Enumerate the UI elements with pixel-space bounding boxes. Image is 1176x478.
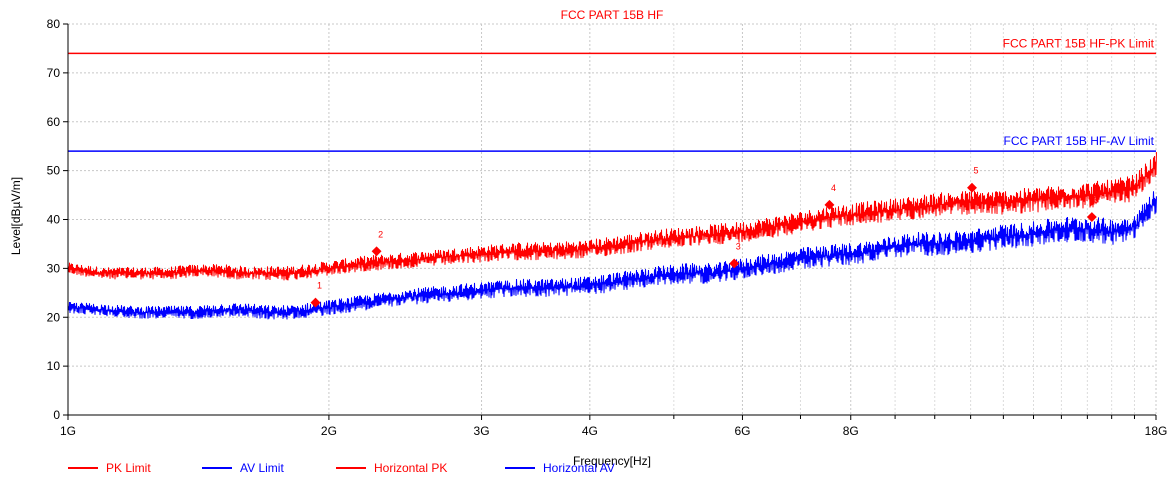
peak-marker-label: 5 [973, 166, 978, 176]
x-tick-label: 4G [582, 424, 598, 438]
peak-marker [729, 258, 740, 269]
peak-marker [371, 246, 382, 257]
series-line [67, 152, 1157, 281]
peak-marker [824, 199, 835, 210]
x-tick-label: 6G [734, 424, 750, 438]
peak-marker-label: 1 [317, 281, 322, 291]
x-tick-label: 2G [321, 424, 337, 438]
peak-marker [967, 182, 977, 193]
x-axis-title: Frequency[Hz] [573, 454, 651, 468]
peak-marker [1086, 212, 1097, 223]
y-tick-label: 50 [47, 164, 61, 178]
limit-label: FCC PART 15B HF-PK Limit [1003, 36, 1155, 50]
x-tick-label: 8G [843, 424, 859, 438]
axes: 0 10 20 30 40 50 60 70 80 1G 2G 3G 4G 6G 8G 18G [47, 17, 1168, 438]
y-axis-title: Level[dBµV/m] [9, 177, 23, 255]
y-tick-label: 40 [47, 213, 61, 227]
x-tick-label: 18G [1145, 424, 1168, 438]
peak-marker-label: 4 [831, 183, 836, 193]
x-tick-label: 1G [60, 424, 76, 438]
legend-label: PK Limit [106, 461, 151, 475]
y-tick-label: 70 [47, 66, 61, 80]
peak-marker-label: 3 [736, 241, 741, 251]
legend-label: Horizontal AV [543, 461, 615, 475]
y-tick-label: 10 [47, 359, 61, 373]
limit-lines: FCC PART 15B HF-PK Limit FCC PART 15B HF-… [68, 36, 1156, 152]
y-tick-label: 30 [47, 261, 61, 275]
x-tick-label: 3G [474, 424, 490, 438]
data-series [67, 152, 1157, 320]
y-tick-label: 20 [47, 310, 61, 324]
y-tick-label: 0 [53, 408, 60, 422]
legend: PK Limit AV Limit Horizontal PK Horizontal … [68, 461, 615, 475]
legend-label: Horizontal PK [374, 461, 447, 475]
grid [67, 23, 1157, 416]
peak-marker-label: 2 [378, 229, 383, 239]
peak-marker-label: 6 [1093, 195, 1098, 205]
peak-marker [310, 297, 321, 308]
series-line [67, 191, 1157, 320]
legend-label: AV Limit [240, 461, 284, 475]
peak-markers: 1 2 3 4 5 6 [310, 166, 1098, 308]
y-tick-label: 60 [47, 115, 61, 129]
chart-title: FCC PART 15B HF [561, 8, 664, 22]
y-tick-label: 80 [47, 17, 61, 31]
limit-label: FCC PART 15B HF-AV Limit [1004, 134, 1155, 148]
